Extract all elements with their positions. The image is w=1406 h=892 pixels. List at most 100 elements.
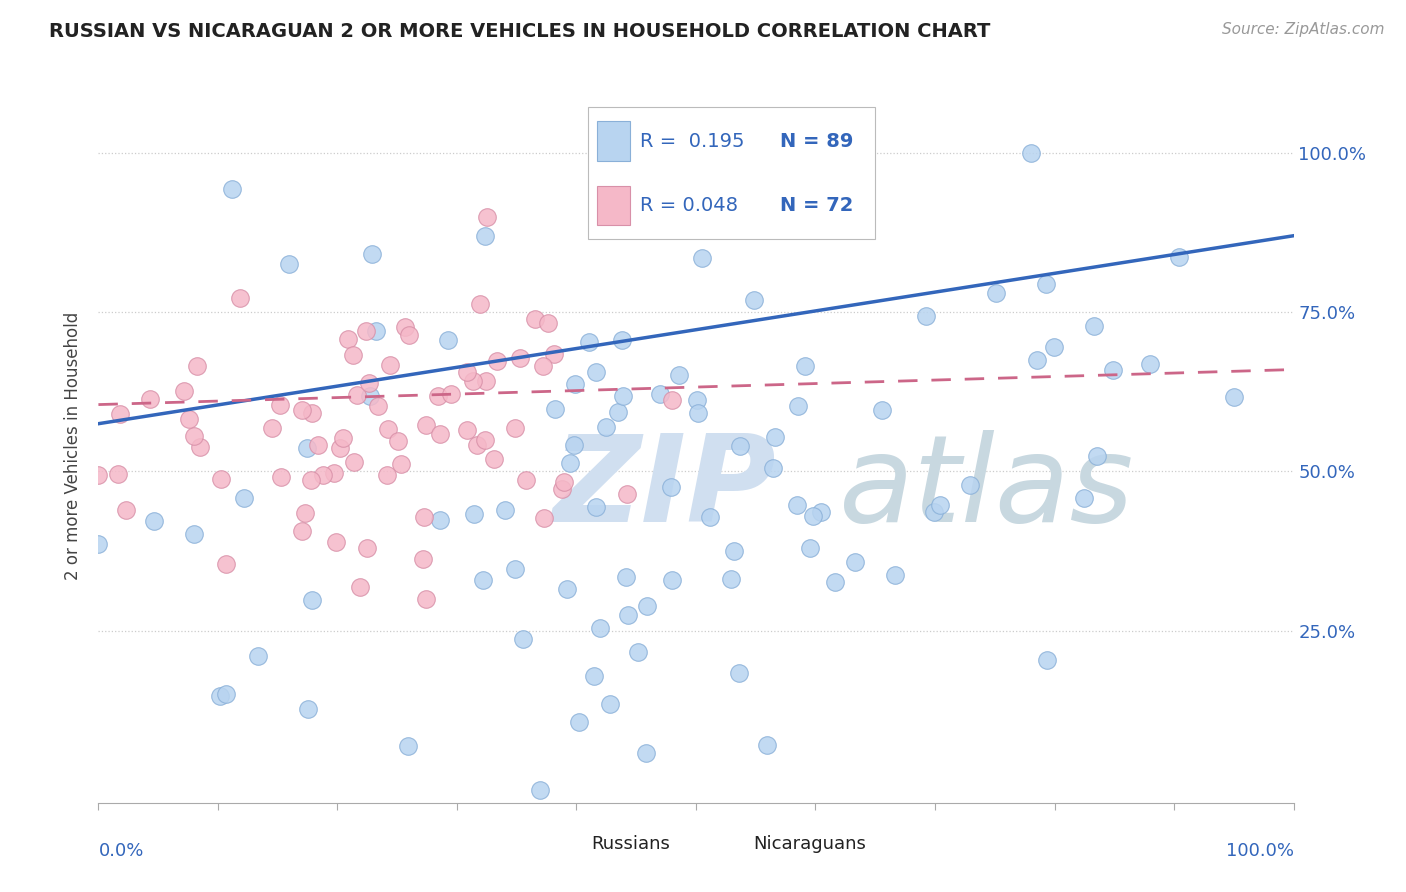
Point	[589, 621, 612, 635]
Point	[612, 389, 634, 403]
Point	[637, 599, 659, 613]
Point	[564, 377, 586, 392]
Point	[377, 422, 399, 436]
Point	[636, 746, 658, 760]
Point	[87, 468, 110, 483]
Bar	[558, 830, 585, 862]
Point	[427, 389, 450, 403]
Point	[208, 689, 231, 703]
Point	[228, 291, 250, 305]
Point	[512, 632, 534, 646]
Point	[922, 505, 945, 519]
Point	[291, 402, 314, 417]
Point	[824, 574, 846, 589]
Point	[359, 376, 381, 391]
Point	[742, 293, 765, 307]
Point	[221, 181, 243, 195]
Point	[803, 509, 825, 524]
Point	[115, 503, 138, 517]
Point	[475, 210, 498, 224]
Point	[413, 510, 436, 524]
Point	[553, 475, 575, 489]
Point	[297, 442, 319, 456]
Point	[551, 482, 574, 496]
Point	[659, 480, 682, 494]
Point	[484, 451, 506, 466]
Point	[209, 472, 232, 486]
Point	[486, 353, 509, 368]
Point	[537, 316, 560, 330]
Point	[617, 607, 640, 622]
Text: N = 89: N = 89	[779, 132, 853, 151]
Point	[471, 573, 494, 587]
Point	[728, 439, 751, 453]
Point	[107, 467, 129, 481]
Point	[810, 505, 832, 519]
Text: 100.0%: 100.0%	[1226, 842, 1294, 860]
Point	[661, 574, 683, 588]
Point	[503, 562, 526, 576]
Point	[297, 702, 319, 716]
Point	[215, 687, 238, 701]
Point	[398, 328, 420, 343]
Point	[984, 286, 1007, 301]
Point	[87, 537, 110, 551]
Text: 0.0%: 0.0%	[98, 842, 143, 860]
Point	[291, 524, 314, 538]
Point	[463, 374, 485, 388]
Text: RUSSIAN VS NICARAGUAN 2 OR MORE VEHICLES IN HOUSEHOLD CORRELATION CHART: RUSSIAN VS NICARAGUAN 2 OR MORE VEHICLES…	[49, 22, 991, 41]
Point	[359, 389, 381, 403]
Point	[685, 392, 707, 407]
Point	[690, 252, 713, 266]
Point	[915, 309, 938, 323]
Point	[378, 358, 401, 372]
Point	[301, 406, 323, 420]
Point	[294, 506, 316, 520]
Point	[311, 467, 333, 482]
Point	[763, 429, 786, 443]
Text: N = 72: N = 72	[779, 196, 853, 215]
Point	[337, 332, 360, 346]
Point	[387, 434, 409, 448]
Point	[533, 511, 555, 525]
Bar	[720, 830, 747, 862]
Point	[325, 534, 347, 549]
Point	[188, 440, 211, 454]
Point	[543, 402, 565, 417]
Point	[582, 669, 605, 683]
Point	[183, 526, 205, 541]
Point	[610, 333, 633, 347]
Point	[246, 649, 269, 664]
Point	[349, 580, 371, 594]
Point	[509, 351, 531, 365]
Bar	[596, 186, 630, 225]
Point	[585, 500, 607, 515]
Point	[179, 411, 201, 425]
Text: ZIP: ZIP	[553, 430, 776, 548]
Point	[494, 502, 516, 516]
Point	[139, 392, 162, 407]
Point	[699, 510, 721, 524]
Point	[1223, 390, 1246, 404]
Point	[394, 319, 416, 334]
Point	[468, 297, 491, 311]
Point	[599, 698, 621, 712]
Point	[614, 570, 637, 584]
Point	[270, 470, 292, 484]
Text: atlas: atlas	[839, 430, 1135, 548]
Text: R = 0.048: R = 0.048	[640, 196, 738, 215]
Point	[354, 324, 377, 338]
Point	[515, 473, 537, 487]
Point	[1102, 363, 1125, 377]
Point	[531, 359, 554, 373]
Point	[429, 513, 451, 527]
Point	[627, 645, 650, 659]
FancyBboxPatch shape	[589, 107, 875, 239]
Point	[329, 441, 352, 455]
Point	[558, 456, 581, 470]
Point	[361, 247, 384, 261]
Point	[1085, 450, 1108, 464]
Y-axis label: 2 or more Vehicles in Household: 2 or more Vehicles in Household	[65, 312, 83, 580]
Text: Russians: Russians	[591, 835, 669, 853]
Point	[232, 491, 254, 505]
